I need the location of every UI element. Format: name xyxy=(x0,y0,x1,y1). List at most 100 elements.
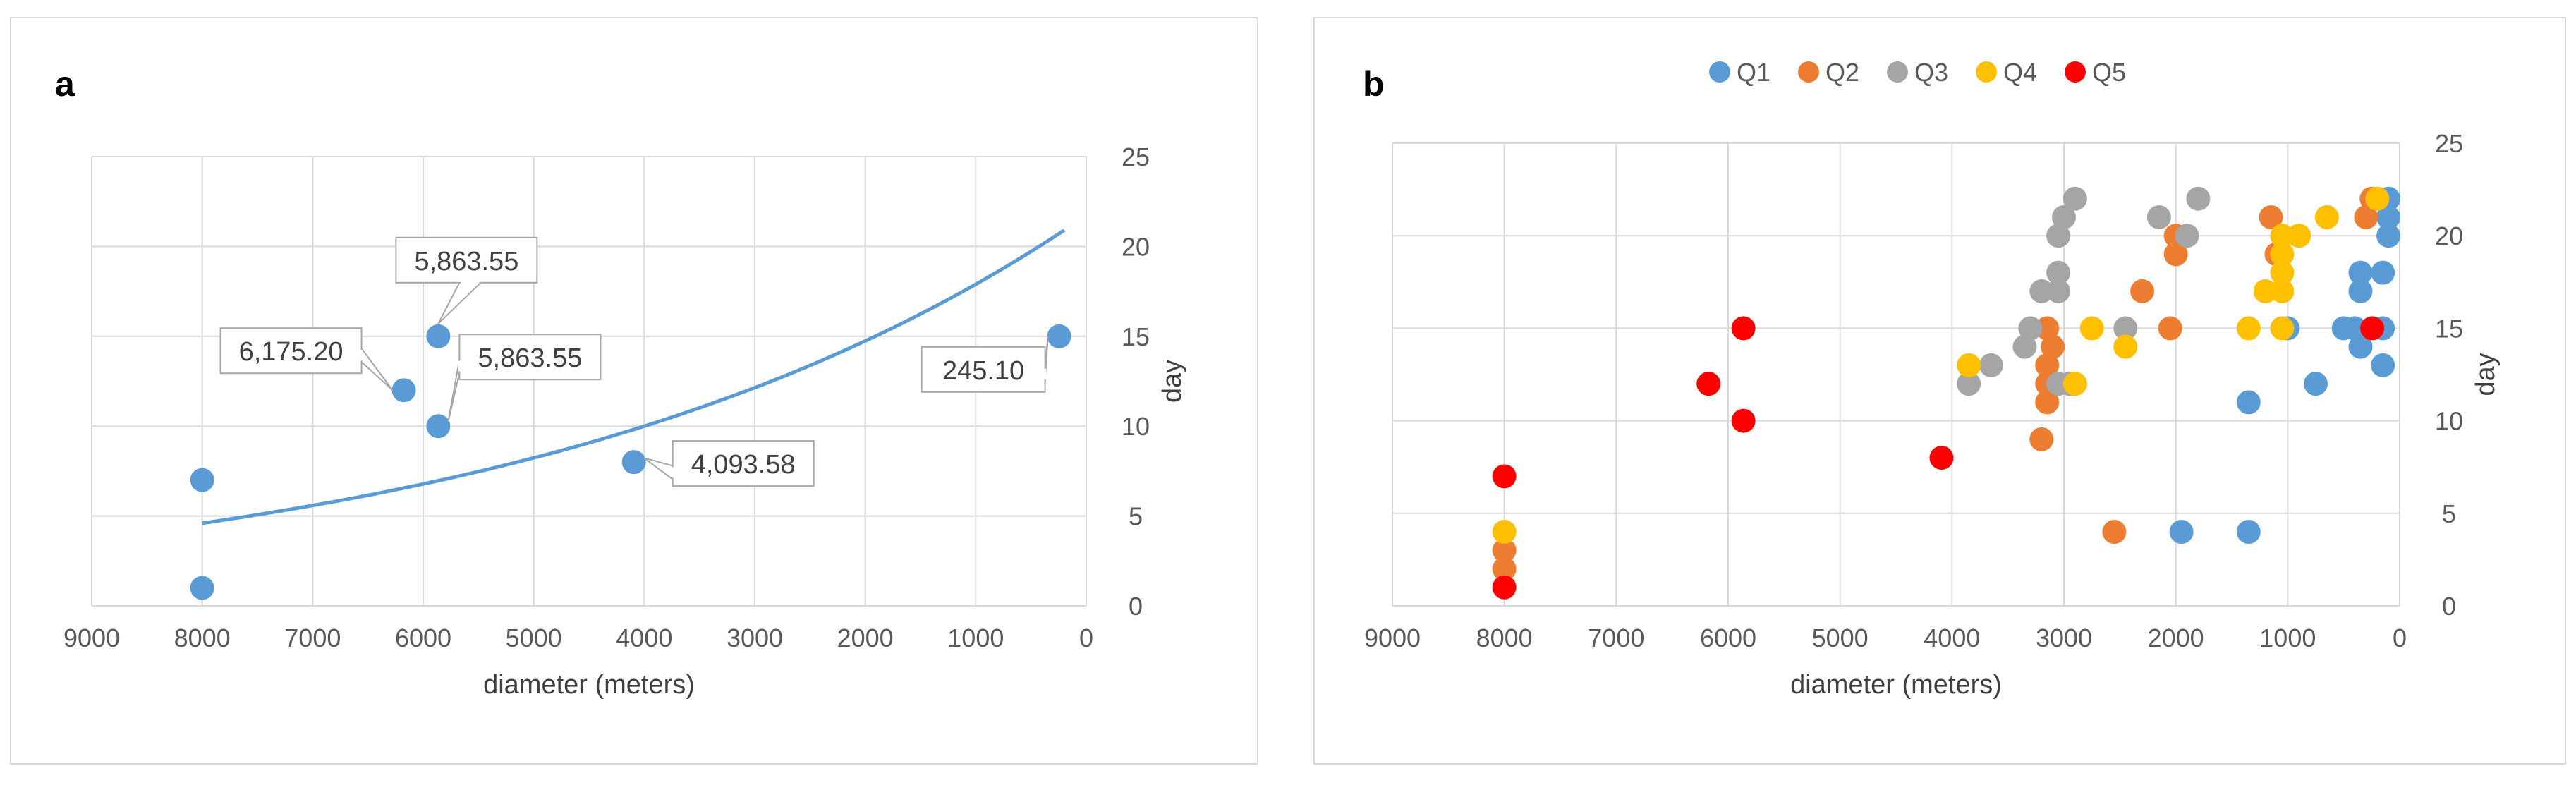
data-point xyxy=(190,468,214,492)
data-point xyxy=(2062,372,2087,396)
data-point xyxy=(2304,372,2328,396)
chart-panel-b: b 9000 8000 7000 6000 5000 4000 3000 2000 1000 0 0 5… xyxy=(1313,17,2566,765)
chart-a-svg: a 9000 8000 7000 6000 5000 4000 3000 2000 1000 0 0 5… xyxy=(55,64,1187,700)
data-point xyxy=(2270,242,2295,267)
data-point xyxy=(2348,260,2373,285)
legend-label: Q3 xyxy=(1914,58,1948,87)
data-point xyxy=(2146,205,2171,229)
data-label: 6,175.20 xyxy=(239,337,344,367)
data-callout: 6,175.20 xyxy=(219,327,394,391)
x-tick-label: 0 xyxy=(1079,623,1093,652)
data-point xyxy=(1979,353,2003,377)
legend-item: Q5 xyxy=(2065,58,2126,87)
data-point xyxy=(2046,224,2071,248)
data-point xyxy=(2046,260,2071,285)
data-point xyxy=(2046,279,2071,303)
data-point xyxy=(391,378,416,403)
legend-marker xyxy=(1798,61,1819,83)
y-tick-label: 25 xyxy=(1122,142,1150,171)
data-label: 5,863.55 xyxy=(478,343,582,373)
data-point xyxy=(2348,334,2373,359)
data-point xyxy=(2236,316,2261,341)
callout-box xyxy=(395,236,538,284)
data-point xyxy=(1957,353,1981,377)
panel-label: a xyxy=(55,64,75,104)
data-point xyxy=(1929,446,1954,470)
legend-marker xyxy=(1709,61,1730,83)
legend-item: Q1 xyxy=(1709,58,1770,87)
x-tick-label: 1000 xyxy=(947,623,1004,652)
data-point xyxy=(2354,205,2378,229)
data-point xyxy=(190,576,214,600)
callout-box xyxy=(921,346,1046,393)
x-tick-label: 0 xyxy=(2393,623,2407,652)
data-point xyxy=(2012,334,2037,359)
data-point xyxy=(1492,464,1517,489)
data-point xyxy=(2348,279,2373,303)
data-callout: 5,863.55 xyxy=(447,334,602,422)
x-axis-label: diameter (meters) xyxy=(1790,670,2002,700)
x-tick-label: 8000 xyxy=(174,623,231,652)
x-tick-label: 5000 xyxy=(1812,623,1869,652)
x-tick-label: 9000 xyxy=(1364,623,1421,652)
data-point xyxy=(2062,186,2087,211)
data-point xyxy=(2365,186,2390,211)
data-point xyxy=(2035,316,2060,341)
data-point xyxy=(2360,316,2385,341)
data-point xyxy=(2113,334,2138,359)
data-point xyxy=(2041,334,2065,359)
data-point xyxy=(1731,316,1756,341)
x-tick-label: 2000 xyxy=(837,623,894,652)
data-point xyxy=(2052,205,2076,229)
data-point xyxy=(1492,520,1517,544)
data-point xyxy=(2130,279,2155,303)
data-point xyxy=(2270,316,2295,341)
y-tick-label: 0 xyxy=(1129,592,1143,621)
legend-marker xyxy=(2065,61,2086,83)
data-callout: 4,093.58 xyxy=(643,440,815,487)
data-point xyxy=(1957,372,1981,396)
x-tick-label: 6000 xyxy=(1700,623,1756,652)
y-axis-label: day xyxy=(2471,353,2501,396)
data-point xyxy=(2102,520,2127,544)
data-point xyxy=(2079,316,2104,341)
data-point xyxy=(2270,224,2295,248)
y-tick-label: 10 xyxy=(2435,407,2463,436)
x-tick-label: 3000 xyxy=(2036,623,2092,652)
data-point xyxy=(2371,260,2395,285)
data-point xyxy=(1492,556,1517,581)
x-tick-label: 9000 xyxy=(63,623,120,652)
y-tick-label: 10 xyxy=(1122,412,1150,441)
legend-label: Q2 xyxy=(1825,58,1859,87)
legend-item: Q4 xyxy=(1976,58,2037,87)
callout-box xyxy=(219,327,363,375)
legend-item: Q3 xyxy=(1887,58,1948,87)
y-axis-label: day xyxy=(1158,360,1187,403)
data-point xyxy=(2029,279,2054,303)
data-point xyxy=(2035,353,2060,377)
y-tick-label: 20 xyxy=(2435,221,2463,250)
data-point xyxy=(2270,279,2295,303)
data-point xyxy=(2113,316,2138,341)
x-tick-label: 7000 xyxy=(1588,623,1644,652)
chart-b-svg: b 9000 8000 7000 6000 5000 4000 3000 2000 1000 0 0 5… xyxy=(1363,58,2501,700)
data-point xyxy=(1047,324,1071,348)
data-point xyxy=(2376,205,2401,229)
data-label: 4,093.58 xyxy=(691,450,796,480)
legend-label: Q1 xyxy=(1737,58,1770,87)
x-tick-label: 4000 xyxy=(616,623,672,652)
data-label: 5,863.55 xyxy=(414,247,518,276)
callout-pointer xyxy=(643,457,674,481)
data-point xyxy=(2331,316,2356,341)
data-point xyxy=(2186,186,2211,211)
panel-label: b xyxy=(1363,64,1385,104)
data-point xyxy=(2175,224,2199,248)
callout-box xyxy=(672,440,815,487)
callout-pointer xyxy=(447,359,461,422)
x-tick-label: 7000 xyxy=(284,623,341,652)
data-point xyxy=(1696,372,1721,396)
data-point xyxy=(2163,242,2188,267)
x-tick-label: 8000 xyxy=(1476,623,1533,652)
data-point xyxy=(2018,316,2043,341)
data-label: 245.10 xyxy=(942,356,1024,386)
